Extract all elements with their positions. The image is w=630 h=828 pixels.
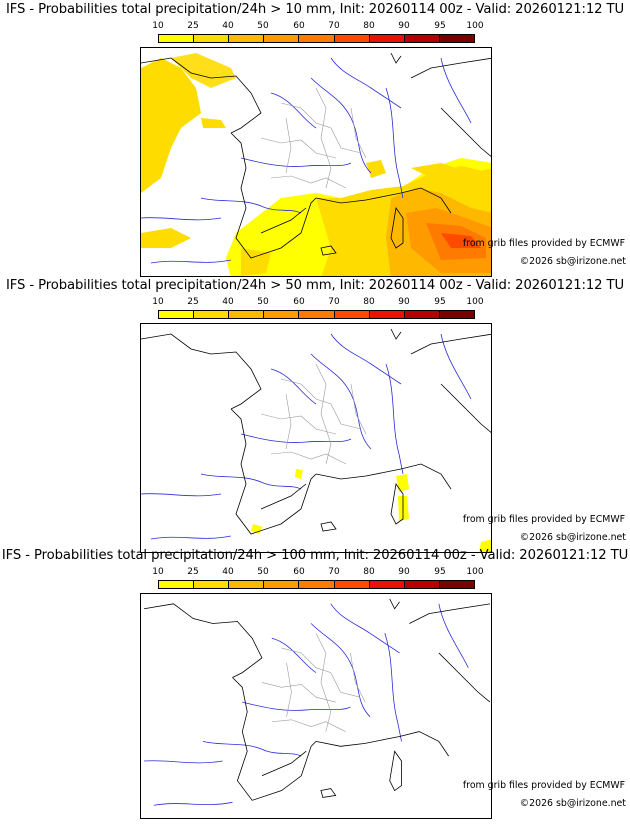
scale-tick-label: 90 <box>398 567 410 577</box>
scale-swatch <box>299 311 335 318</box>
region-borders <box>260 363 367 465</box>
region-borders <box>260 87 367 189</box>
probability-map <box>140 47 492 277</box>
scale-tick-label: 40 <box>222 567 234 577</box>
scale-swatch <box>404 35 440 42</box>
scale-swatch <box>229 581 265 588</box>
color-scale-bar <box>158 310 475 319</box>
precip-field <box>141 53 491 276</box>
scale-swatch <box>194 581 230 588</box>
scale-tick-label: 25 <box>187 567 199 577</box>
panel-title: IFS - Probabilities total precipitation/… <box>5 278 625 293</box>
region-borders <box>261 633 366 732</box>
scale-swatch <box>369 35 405 42</box>
scale-tick-label: 80 <box>363 567 375 577</box>
scale-swatch <box>194 311 230 318</box>
source-credit: from grib files provided by ECMWF <box>462 514 625 525</box>
scale-swatch <box>369 581 405 588</box>
coastlines <box>143 598 491 801</box>
scale-swatch <box>404 581 440 588</box>
scale-swatch <box>299 581 335 588</box>
panel-title: IFS - Probabilities total precipitation/… <box>5 2 625 17</box>
copyright-notice: ©2026 sb@irizone.net <box>519 256 626 267</box>
scale-tick-label: 80 <box>363 297 375 307</box>
map-canvas <box>141 52 491 276</box>
scale-swatch <box>369 311 405 318</box>
scale-tick-label: 95 <box>434 297 446 307</box>
color-scale-labels: 10 25 40 50 60 70 80 90 95 100 <box>140 21 490 33</box>
color-scale-labels: 10 25 40 50 60 70 80 90 95 100 <box>140 297 490 309</box>
scale-swatch <box>439 35 474 42</box>
scale-tick-label: 70 <box>328 567 340 577</box>
scale-tick-label: 40 <box>222 297 234 307</box>
scale-swatch <box>229 311 265 318</box>
rivers <box>141 333 472 540</box>
probability-map <box>140 323 492 553</box>
scale-tick-label: 10 <box>152 21 164 31</box>
scale-tick-label: 25 <box>187 21 199 31</box>
scale-tick-label: 90 <box>398 297 410 307</box>
scale-tick-label: 70 <box>328 21 340 31</box>
scale-swatch <box>194 35 230 42</box>
scale-swatch <box>264 581 300 588</box>
scale-tick-label: 40 <box>222 21 234 31</box>
scale-tick-label: 100 <box>466 297 484 307</box>
panel-100mm: IFS - Probabilities total precipitation/… <box>0 546 630 819</box>
scale-tick-label: 95 <box>434 567 446 577</box>
copyright-notice: ©2026 sb@irizone.net <box>519 798 626 809</box>
scale-swatch <box>334 311 370 318</box>
scale-tick-label: 70 <box>328 297 340 307</box>
panel-10mm: IFS - Probabilities total precipitation/… <box>0 0 630 277</box>
map-canvas <box>143 598 491 806</box>
coastlines <box>141 328 491 535</box>
panel-title: IFS - Probabilities total precipitation/… <box>1 548 629 563</box>
scale-tick-label: 50 <box>257 567 269 577</box>
scale-swatch <box>439 311 474 318</box>
scale-tick-label: 80 <box>363 21 375 31</box>
color-scale-bar <box>158 580 475 589</box>
color-scale-labels: 10 25 40 50 60 70 80 90 95 100 <box>140 567 490 579</box>
probability-map <box>140 593 492 819</box>
panel-50mm: IFS - Probabilities total precipitation/… <box>0 276 630 553</box>
coastlines <box>141 52 491 259</box>
scale-tick-label: 50 <box>257 297 269 307</box>
scale-tick-label: 10 <box>152 297 164 307</box>
source-credit: from grib files provided by ECMWF <box>462 780 625 791</box>
scale-tick-label: 60 <box>293 567 305 577</box>
scale-swatch <box>264 35 300 42</box>
scale-swatch <box>159 35 195 42</box>
copyright-notice: ©2026 sb@irizone.net <box>519 532 626 543</box>
source-credit: from grib files provided by ECMWF <box>462 238 625 249</box>
scale-tick-label: 90 <box>398 21 410 31</box>
scale-tick-label: 10 <box>152 567 164 577</box>
scale-tick-label: 25 <box>187 297 199 307</box>
scale-swatch <box>299 35 335 42</box>
scale-swatch <box>159 581 195 588</box>
scale-swatch <box>404 311 440 318</box>
precip-field <box>251 469 491 552</box>
rivers <box>144 603 469 806</box>
rivers <box>141 57 472 264</box>
scale-tick-label: 100 <box>466 21 484 31</box>
scale-swatch <box>159 311 195 318</box>
scale-swatch <box>334 581 370 588</box>
color-scale-bar <box>158 34 475 43</box>
scale-swatch <box>229 35 265 42</box>
scale-tick-label: 100 <box>466 567 484 577</box>
scale-tick-label: 95 <box>434 21 446 31</box>
scale-tick-label: 50 <box>257 21 269 31</box>
scale-tick-label: 60 <box>293 297 305 307</box>
scale-tick-label: 60 <box>293 21 305 31</box>
scale-swatch <box>334 35 370 42</box>
map-canvas <box>141 328 491 552</box>
scale-swatch <box>439 581 474 588</box>
scale-swatch <box>264 311 300 318</box>
